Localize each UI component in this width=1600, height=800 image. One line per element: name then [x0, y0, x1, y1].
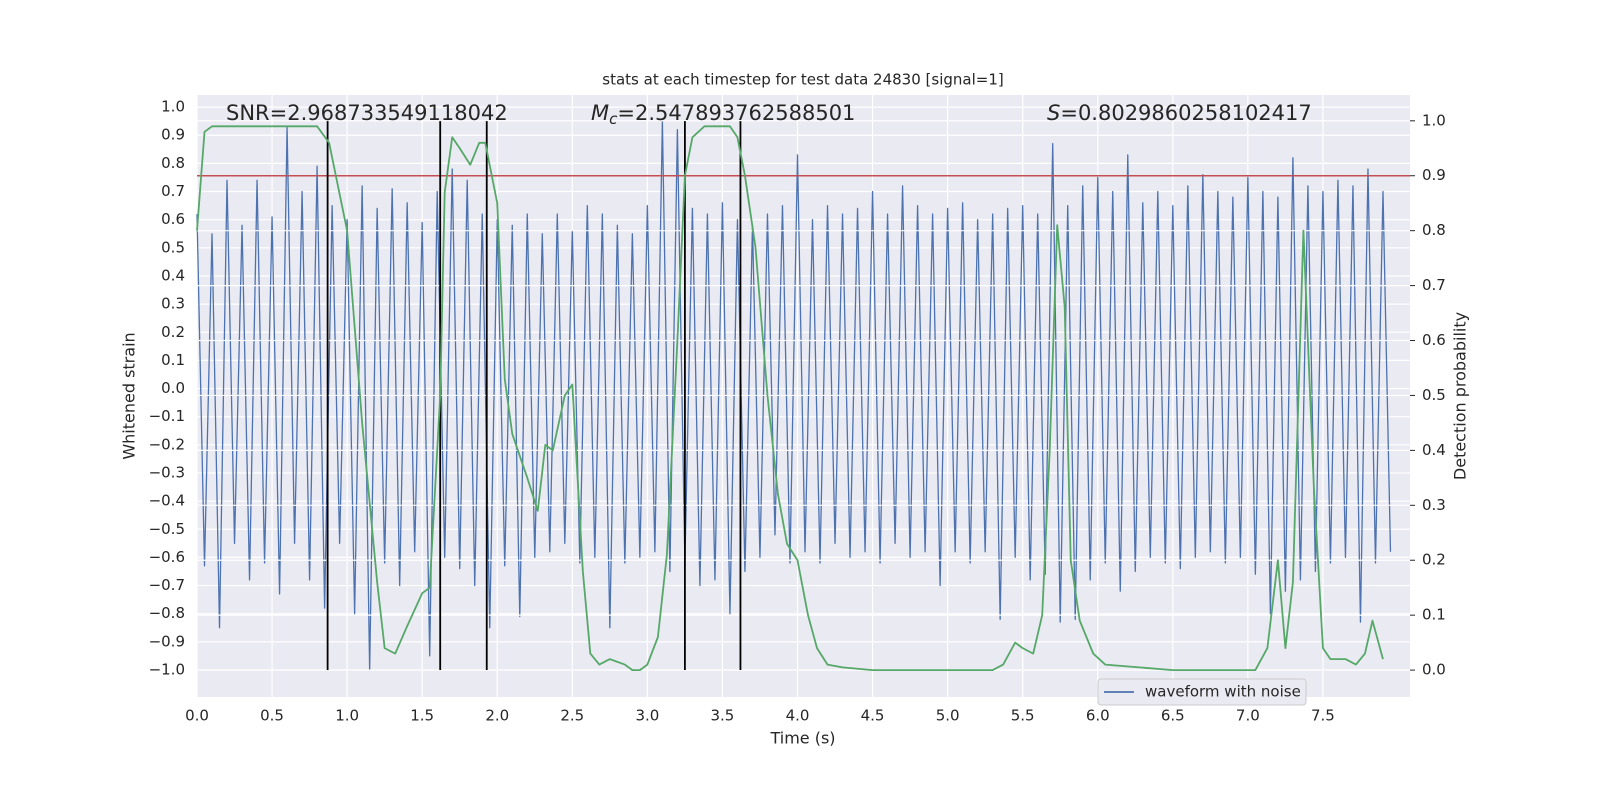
- y-tick-label: 0.8: [161, 154, 185, 172]
- x-tick-label: 6.5: [1161, 707, 1185, 725]
- annotation-part: S: [1047, 101, 1060, 125]
- y-tick-label: −0.6: [149, 548, 185, 566]
- y-tick-label: 0.4: [161, 266, 185, 284]
- x-tick-label: 1.0: [335, 707, 359, 725]
- y2-tick-label: 0.9: [1422, 166, 1446, 184]
- annotation: SNR=2.968733549118042: [226, 101, 508, 125]
- y2-tick-label: 0.5: [1422, 386, 1446, 404]
- x-tick-label: 0.0: [185, 707, 209, 725]
- y-tick-label: 0.5: [161, 238, 185, 256]
- y-tick-label: 0.7: [161, 182, 185, 200]
- y2-tick-label: 1.0: [1422, 111, 1446, 129]
- y2-tick-label: 0.8: [1422, 221, 1446, 239]
- y-axis-label: Whitened strain: [120, 332, 139, 459]
- y-tick-label: 0.0: [161, 379, 185, 397]
- y2-tick-label: 0.2: [1422, 551, 1446, 569]
- y-tick-label: 0.2: [161, 323, 185, 341]
- annotation-part: M: [591, 101, 609, 125]
- y-tick-label: −1.0: [149, 660, 185, 678]
- x-tick-label: 3.0: [635, 707, 659, 725]
- y-tick-label: −0.8: [149, 604, 185, 622]
- y2-tick-label: 0.7: [1422, 276, 1446, 294]
- y-tick-label: −0.5: [149, 520, 185, 538]
- x-tick-label: 6.0: [1086, 707, 1110, 725]
- chart-title: stats at each timestep for test data 248…: [602, 71, 1003, 89]
- x-axis-label: Time (s): [769, 729, 835, 748]
- y-tick-label: −0.9: [149, 632, 185, 650]
- y2-tick-label: 0.3: [1422, 496, 1446, 514]
- y-tick-label: 0.6: [161, 210, 185, 228]
- annotation: Mc=2.547893762588501: [591, 101, 855, 128]
- x-tick-label: 5.0: [936, 707, 960, 725]
- y2-tick-label: 0.0: [1422, 661, 1446, 679]
- x-tick-label: 3.5: [711, 707, 735, 725]
- series-line: [196, 125, 1384, 671]
- y-tick-label: 1.0: [161, 98, 185, 116]
- y-tick-label: −0.1: [149, 407, 185, 425]
- x-tick-label: 4.0: [786, 707, 810, 725]
- y2-tick-label: 0.1: [1422, 606, 1446, 624]
- x-tick-label: 2.5: [560, 707, 584, 725]
- annotation-part: =0.8029860258102417: [1060, 101, 1311, 125]
- y-tick-label: 0.3: [161, 295, 185, 313]
- x-tick-label: 5.5: [1011, 707, 1035, 725]
- y2-tick-label: 0.6: [1422, 331, 1446, 349]
- y-tick-label: −0.7: [149, 576, 185, 594]
- annotation-part: SNR=2.968733549118042: [226, 101, 508, 125]
- y2-axis-label: Detection probability: [1451, 312, 1470, 480]
- x-tick-label: 4.5: [861, 707, 885, 725]
- x-tick-label: 7.0: [1236, 707, 1260, 725]
- y-tick-label: −0.2: [149, 435, 185, 453]
- y-tick-label: 0.9: [161, 126, 185, 144]
- x-tick-label: 1.5: [410, 707, 434, 725]
- x-tick-label: 0.5: [260, 707, 284, 725]
- series-line: [196, 120, 1392, 671]
- y-tick-label: 0.1: [161, 351, 185, 369]
- y-tick-label: −0.4: [149, 492, 185, 510]
- y2-tick-label: 0.4: [1422, 441, 1446, 459]
- x-tick-label: 2.0: [485, 707, 509, 725]
- y-tick-label: −0.3: [149, 463, 185, 481]
- annotation-part: =2.547893762588501: [617, 101, 855, 125]
- legend-label: waveform with noise: [1145, 683, 1301, 701]
- x-tick-label: 7.5: [1311, 707, 1335, 725]
- annotation: S=0.8029860258102417: [1047, 101, 1312, 125]
- legend-box: [1097, 678, 1307, 706]
- annotation-part: c: [609, 110, 618, 128]
